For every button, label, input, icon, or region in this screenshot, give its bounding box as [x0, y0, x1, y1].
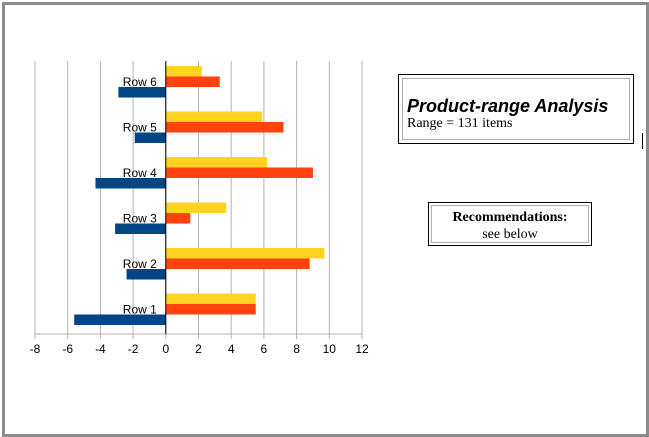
bar	[165, 157, 268, 168]
text-cursor	[642, 133, 643, 149]
grid-lines	[34, 61, 363, 334]
x-tick-label: 12	[355, 342, 369, 356]
x-tick-label: -8	[30, 342, 41, 356]
bar	[165, 202, 227, 213]
bar	[165, 304, 256, 315]
title-box-inner: Product-range Analysis Range = 131 items	[402, 78, 630, 140]
x-tick-label: 8	[293, 342, 300, 356]
bar	[165, 122, 284, 133]
x-tick-label: -2	[128, 342, 139, 356]
x-tick-label: -6	[62, 342, 73, 356]
category-label: Row 5	[123, 120, 157, 134]
category-label: Row 2	[123, 257, 157, 271]
bar	[134, 132, 166, 143]
bar	[74, 314, 166, 325]
category-label: Row 3	[123, 211, 157, 225]
axes	[34, 61, 363, 339]
bar	[165, 293, 256, 304]
recommendations-inner: Recommendations: see below	[431, 205, 589, 243]
x-tick-label: 4	[228, 342, 235, 356]
bar	[95, 178, 166, 189]
bar	[115, 223, 166, 234]
bar	[165, 76, 220, 87]
x-tick-label: 10	[323, 342, 337, 356]
x-tick-label: 0	[162, 342, 169, 356]
x-tick-label: -4	[95, 342, 106, 356]
bar	[165, 167, 313, 178]
bars	[74, 66, 325, 325]
bar	[126, 269, 166, 280]
bar	[118, 87, 166, 98]
x-tick-label: 6	[261, 342, 268, 356]
category-label: Row 4	[123, 166, 157, 180]
bar	[165, 213, 191, 224]
recommendations-box[interactable]: Recommendations: see below	[428, 202, 592, 246]
recommendations-text: see below	[482, 227, 538, 242]
recommendations-title: Recommendations:	[452, 210, 568, 225]
labels: -8 -6 -4 -2 0 2 4 6 8 10 12 Row 1 Row 2 Row 3 Row 4 Row…	[30, 75, 369, 356]
category-label: Row 1	[123, 302, 157, 316]
chart-subtitle: Range = 131 items	[407, 116, 513, 131]
title-box[interactable]: Product-range Analysis Range = 131 items	[398, 74, 634, 144]
bar	[165, 248, 325, 259]
bar	[165, 258, 310, 269]
bar	[165, 66, 202, 77]
bar	[165, 111, 263, 122]
category-label: Row 6	[123, 75, 157, 89]
chart-title: Product-range Analysis	[407, 96, 609, 116]
x-tick-label: 2	[195, 342, 202, 356]
